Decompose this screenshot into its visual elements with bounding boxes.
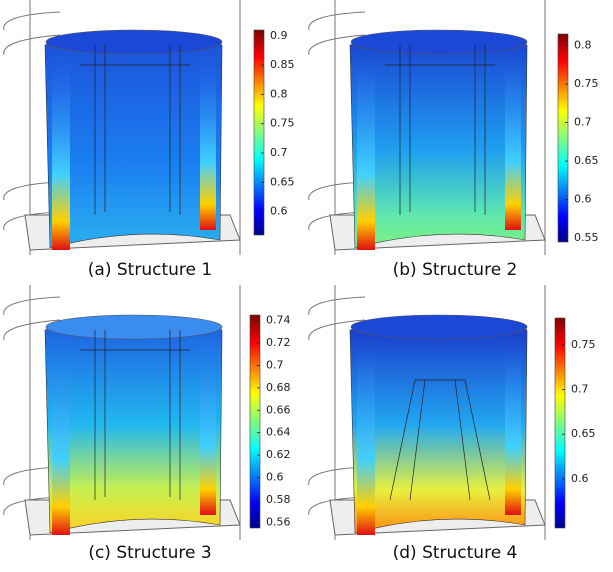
tick-label: 0.9 xyxy=(270,29,288,42)
frame xyxy=(308,0,546,255)
colorbar xyxy=(249,314,261,529)
tick-label: 0.8 xyxy=(270,87,288,100)
panels: 0.60.650.70.750.80.850.9(a) Structure 10… xyxy=(3,0,599,563)
hot-side xyxy=(52,60,70,250)
caption: (b) Structure 2 xyxy=(393,260,518,280)
tick-label: 0.6 xyxy=(266,471,284,484)
inner-lines xyxy=(385,45,495,215)
frame xyxy=(3,285,241,540)
colorbar xyxy=(253,29,265,236)
cylinder-top xyxy=(45,314,223,340)
colorbar xyxy=(557,33,569,243)
frame xyxy=(3,0,241,255)
tick-label: 0.58 xyxy=(266,493,291,506)
hot-side xyxy=(200,60,216,230)
panel: 0.6 0.65 0.7 0.75 (d) Structure 4 xyxy=(308,285,596,563)
cylinder-top xyxy=(350,29,528,55)
tick-label: 0.75 xyxy=(574,77,599,90)
tick-label: 0.56 xyxy=(266,515,291,528)
panel: 0.56 0.58 0.6 0.62 0.64 0.66 0.68 0.7 0.72 0.74 (c… xyxy=(3,285,291,563)
hot-side xyxy=(505,60,521,230)
tick-label: 0.8 xyxy=(574,39,592,52)
inner-lines xyxy=(80,330,190,500)
caption: (d) Structure 4 xyxy=(393,543,518,563)
caption: (c) Structure 3 xyxy=(88,543,211,563)
frame xyxy=(308,285,546,540)
colorbar xyxy=(554,317,566,529)
tick-label: 0.7 xyxy=(574,116,592,129)
tick-label: 0.6 xyxy=(571,472,589,485)
inner-lines xyxy=(80,45,190,215)
hot-side xyxy=(200,345,216,515)
tick-label: 0.6 xyxy=(270,205,288,218)
tick-label: 0.68 xyxy=(266,381,291,394)
hot-side xyxy=(357,345,375,535)
hot-side xyxy=(52,345,70,535)
tick-label: 0.65 xyxy=(571,427,596,440)
tick-label: 0.72 xyxy=(266,336,291,349)
tick-label: 0.65 xyxy=(270,175,295,188)
tick-label: 0.7 xyxy=(571,382,589,395)
cylinder-top xyxy=(45,29,223,55)
tick-label: 0.74 xyxy=(266,314,291,327)
hot-side xyxy=(357,60,375,250)
hot-side xyxy=(505,345,521,515)
tick-label: 0.7 xyxy=(270,146,288,159)
tick-label: 0.6 xyxy=(574,193,592,206)
caption: (a) Structure 1 xyxy=(88,260,212,280)
tick-label: 0.64 xyxy=(266,426,291,439)
tick-label: 0.75 xyxy=(571,338,596,351)
tick-label: 0.7 xyxy=(266,358,284,371)
panel: 0.55 0.6 0.65 0.7 0.75 0.8 (b) Structure 2 xyxy=(308,0,599,280)
panel: 0.6 0.65 0.7 0.75 0.8 0.85 0.9 (a) Structure 1 xyxy=(3,0,295,280)
tick-label: 0.66 xyxy=(266,403,291,416)
cylinder-top xyxy=(350,314,528,340)
tick-label: 0.65 xyxy=(574,154,599,167)
tick-label: 0.62 xyxy=(266,448,291,461)
tick-label: 0.85 xyxy=(270,58,295,71)
tick-label: 0.55 xyxy=(574,231,599,244)
inner-lines xyxy=(389,379,491,501)
cylinder xyxy=(349,317,528,534)
tick-label: 0.75 xyxy=(270,117,295,130)
